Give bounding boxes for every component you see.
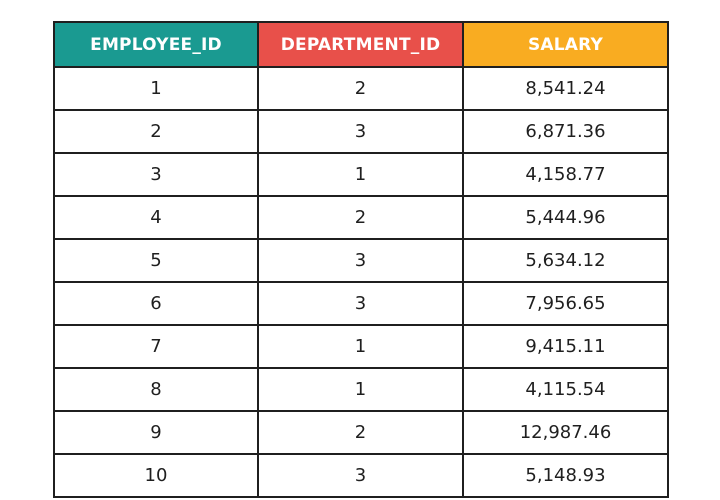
cell-salary: 9,415.11	[462, 324, 669, 369]
cell-salary: 5,444.96	[462, 195, 669, 240]
cell-employee-id: 5	[53, 238, 259, 283]
cell-employee-id: 6	[53, 281, 259, 326]
table-row: 6 3 7,956.65	[53, 281, 669, 326]
cell-employee-id: 9	[53, 410, 259, 455]
cell-department-id: 1	[257, 367, 464, 412]
cell-department-id: 2	[257, 410, 464, 455]
cell-department-id: 3	[257, 281, 464, 326]
cell-salary: 7,956.65	[462, 281, 669, 326]
cell-salary: 6,871.36	[462, 109, 669, 154]
cell-employee-id: 3	[53, 152, 259, 197]
cell-salary: 5,634.12	[462, 238, 669, 283]
table-row: 1 2 8,541.24	[53, 66, 669, 111]
cell-salary: 8,541.24	[462, 66, 669, 111]
table-row: 5 3 5,634.12	[53, 238, 669, 283]
cell-department-id: 3	[257, 453, 464, 498]
cell-salary: 12,987.46	[462, 410, 669, 455]
table-row: 2 3 6,871.36	[53, 109, 669, 154]
table-row: 10 3 5,148.93	[53, 453, 669, 498]
header-department-id: DEPARTMENT_ID	[257, 21, 464, 68]
table-header-row: EMPLOYEE_ID DEPARTMENT_ID SALARY	[53, 21, 669, 68]
header-salary: SALARY	[462, 21, 669, 68]
table-row: 3 1 4,158.77	[53, 152, 669, 197]
cell-department-id: 2	[257, 66, 464, 111]
cell-department-id: 3	[257, 109, 464, 154]
cell-employee-id: 8	[53, 367, 259, 412]
salary-table-container: EMPLOYEE_ID DEPARTMENT_ID SALARY 1 2 8,5…	[53, 21, 669, 498]
table-row: 4 2 5,444.96	[53, 195, 669, 240]
cell-salary: 5,148.93	[462, 453, 669, 498]
cell-employee-id: 10	[53, 453, 259, 498]
cell-employee-id: 7	[53, 324, 259, 369]
cell-department-id: 2	[257, 195, 464, 240]
cell-employee-id: 1	[53, 66, 259, 111]
header-employee-id: EMPLOYEE_ID	[53, 21, 259, 68]
table-row: 7 1 9,415.11	[53, 324, 669, 369]
cell-employee-id: 2	[53, 109, 259, 154]
cell-department-id: 1	[257, 324, 464, 369]
cell-department-id: 1	[257, 152, 464, 197]
table-row: 8 1 4,115.54	[53, 367, 669, 412]
cell-employee-id: 4	[53, 195, 259, 240]
table-row: 9 2 12,987.46	[53, 410, 669, 455]
cell-department-id: 3	[257, 238, 464, 283]
cell-salary: 4,115.54	[462, 367, 669, 412]
cell-salary: 4,158.77	[462, 152, 669, 197]
employee-salary-table: EMPLOYEE_ID DEPARTMENT_ID SALARY 1 2 8,5…	[53, 21, 669, 498]
